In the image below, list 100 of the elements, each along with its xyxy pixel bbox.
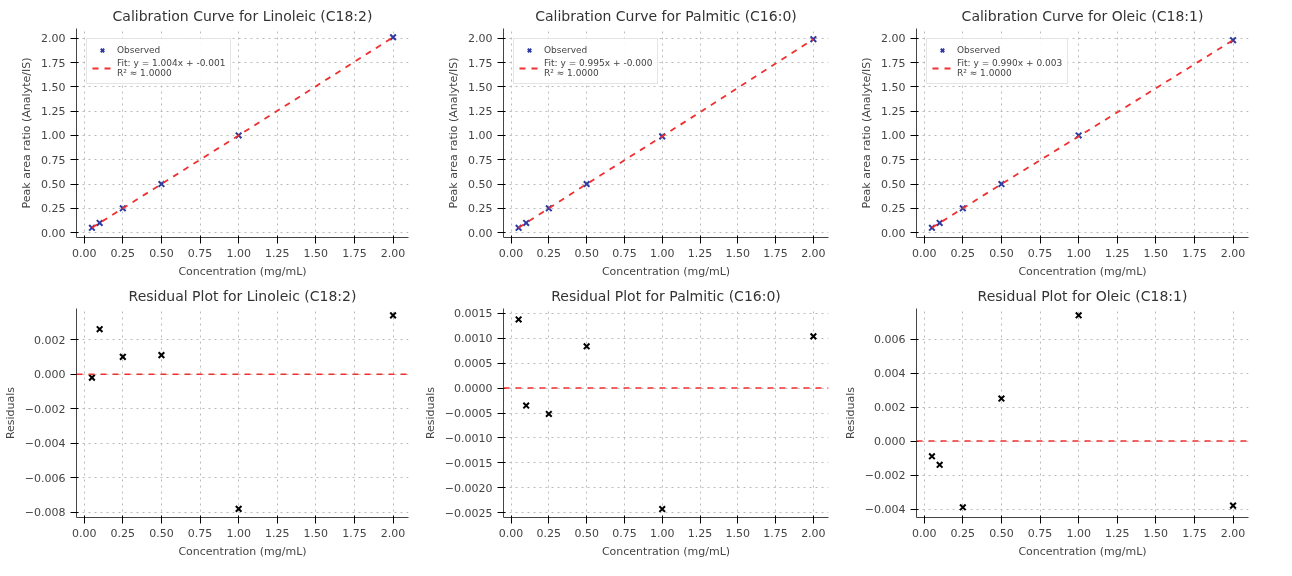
x-tick-label: 0.00: [71, 246, 97, 260]
y-tick-label: 1.25: [41, 105, 66, 119]
x-tick-label: 0.25: [536, 526, 562, 540]
y-tick-label: 0.0010: [454, 332, 493, 346]
x-tick-label: 0.75: [187, 526, 213, 540]
chart-title: Calibration Curve for Palmitic (C16:0): [535, 7, 797, 24]
x-tick-label: 1.00: [649, 526, 675, 540]
y-tick-label: 0.0005: [454, 357, 493, 371]
x-tick-label: 0.00: [498, 246, 524, 260]
y-tick-label: 0.75: [881, 153, 906, 167]
y-tick-label: 0.25: [41, 202, 66, 216]
y-tick-label: 1.25: [468, 105, 493, 119]
y-tick-label: 0.50: [41, 178, 66, 192]
legend-label: Observed: [544, 44, 588, 56]
x-tick-label: 0.50: [149, 526, 174, 540]
x-axis-title: Concentration (mg/mL): [601, 264, 731, 278]
x-tick-label: 0.50: [574, 246, 599, 260]
x-tick-label: 0.50: [574, 526, 599, 540]
y-axis-title: Peak area ratio (Analyte/IS): [860, 57, 874, 209]
chart-title: Calibration Curve for Oleic (C18:1): [961, 7, 1204, 24]
chart-title: Residual Plot for Oleic (C18:1): [977, 287, 1188, 304]
x-tick-label: 0.00: [911, 526, 937, 540]
x-tick-label: 0.25: [110, 526, 136, 540]
x-tick-label: 1.75: [1182, 246, 1207, 260]
y-tick-label: 1.00: [881, 129, 906, 143]
y-tick-label: 2.00: [468, 32, 493, 46]
y-tick-label: 0.004: [874, 367, 906, 381]
x-tick-label: 0.75: [612, 246, 637, 260]
y-tick-label: 1.75: [41, 56, 66, 70]
x-tick-label: 1.00: [226, 246, 251, 260]
y-tick-label: −0.0005: [444, 407, 493, 420]
x-tick-label: 1.50: [725, 526, 751, 540]
x-tick-label: 1.75: [763, 246, 788, 260]
y-tick-label: 0.000: [34, 368, 66, 382]
x-tick-label: 1.00: [1066, 526, 1091, 540]
x-tick-label: 1.25: [265, 526, 290, 540]
x-tick-label: 1.25: [265, 246, 290, 260]
y-tick-label: 1.00: [41, 129, 66, 143]
y-axis-title: Residuals: [423, 386, 437, 440]
x-tick-label: 0.50: [989, 246, 1014, 260]
x-tick-label: 1.75: [763, 526, 788, 540]
y-tick-label: 0.25: [468, 202, 493, 216]
x-tick-label: 1.75: [1182, 526, 1207, 540]
y-axis-title: Peak area ratio (Analyte/IS): [20, 57, 34, 209]
y-tick-label: 0.75: [41, 153, 66, 167]
y-tick-label: 0.0015: [454, 307, 493, 321]
x-tick-label: 1.25: [1105, 526, 1130, 540]
y-tick-label: 1.00: [468, 129, 493, 143]
x-tick-label: 1.50: [303, 526, 329, 540]
x-tick-label: 1.75: [342, 526, 367, 540]
y-tick-label: −0.0025: [444, 506, 493, 520]
x-tick-label: 0.25: [536, 246, 562, 260]
x-tick-label: 0.25: [950, 246, 976, 260]
y-tick-label: 1.25: [881, 105, 906, 119]
y-tick-label: 1.75: [468, 56, 493, 70]
x-tick-label: 1.25: [1105, 246, 1130, 260]
x-tick-label: 0.00: [911, 246, 937, 260]
x-tick-label: 0.75: [187, 246, 213, 260]
x-tick-label: 0.25: [950, 526, 976, 540]
x-tick-label: 1.50: [1143, 526, 1169, 540]
legend-label: Observed: [117, 44, 161, 56]
chart-title: Residual Plot for Palmitic (C16:0): [551, 287, 781, 304]
y-tick-label: 0.00: [468, 226, 493, 240]
y-tick-label: 2.00: [41, 32, 66, 46]
y-tick-label: 2.00: [881, 32, 906, 46]
x-axis-title: Concentration (mg/mL): [1018, 544, 1147, 558]
y-tick-label: −0.004: [864, 503, 906, 516]
x-tick-label: 0.50: [149, 246, 174, 260]
x-tick-label: 0.50: [989, 526, 1014, 540]
y-tick-label: 0.75: [468, 153, 493, 167]
x-tick-label: 0.75: [612, 526, 637, 540]
y-tick-label: 0.002: [874, 401, 906, 415]
y-tick-label: 0.000: [874, 435, 906, 449]
x-tick-label: 0.00: [71, 526, 97, 540]
x-tick-label: 0.75: [1027, 526, 1053, 540]
x-axis-title: Concentration (mg/mL): [178, 264, 307, 278]
y-tick-label: −0.002: [864, 469, 906, 483]
legend-label: Fit: y = 0.995x + -0.000 R² ≈ 1.0000: [544, 58, 653, 78]
x-tick-label: 2.00: [380, 246, 406, 260]
y-tick-label: 1.50: [468, 80, 493, 94]
x-axis-title: Concentration (mg/mL): [178, 544, 307, 558]
x-tick-label: 1.25: [687, 526, 713, 540]
y-tick-label: 1.50: [41, 80, 66, 94]
x-axis-title: Concentration (mg/mL): [601, 544, 731, 558]
x-tick-label: 1.00: [649, 246, 675, 260]
x-tick-label: 1.00: [1066, 246, 1091, 260]
y-tick-label: −0.002: [24, 402, 66, 416]
x-tick-label: 1.50: [303, 246, 329, 260]
x-tick-label: 2.00: [1220, 526, 1246, 540]
y-tick-label: 0.0000: [454, 382, 493, 396]
x-tick-label: 1.50: [1143, 246, 1169, 260]
y-tick-label: 0.002: [34, 333, 66, 347]
y-tick-label: 0.006: [874, 333, 906, 347]
x-tick-label: 2.00: [801, 526, 826, 540]
x-tick-label: 1.75: [342, 246, 367, 260]
x-tick-label: 1.00: [226, 526, 251, 540]
x-tick-label: 2.00: [380, 526, 406, 540]
x-tick-label: 2.00: [1220, 246, 1246, 260]
y-tick-label: −0.006: [24, 471, 66, 485]
y-axis-title: Peak area ratio (Analyte/IS): [447, 57, 461, 209]
